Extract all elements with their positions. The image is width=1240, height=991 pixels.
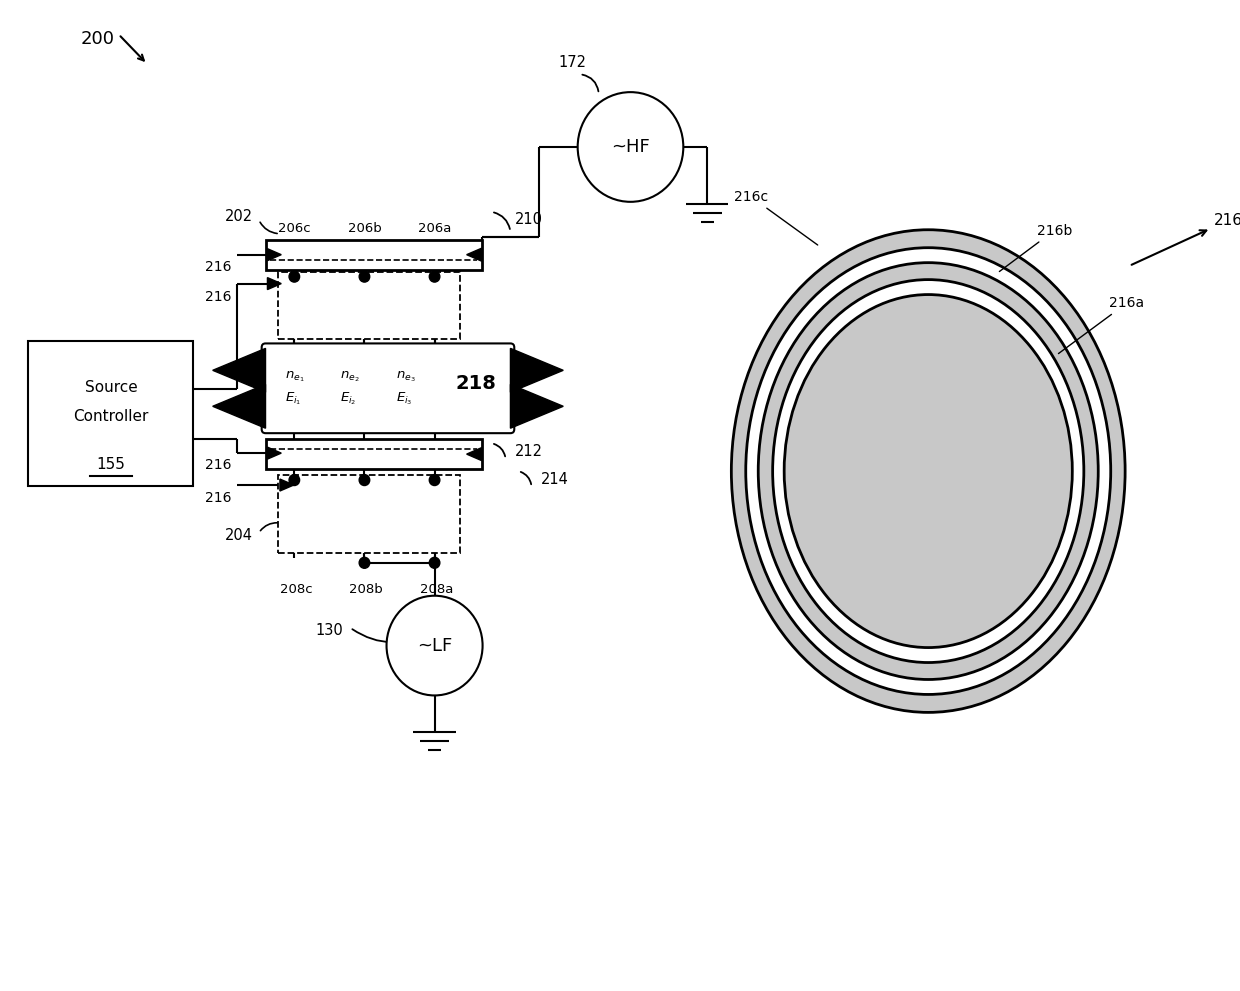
Bar	[29, 342, 193, 486]
Text: 208c: 208c	[280, 583, 312, 596]
Text: 216: 216	[1132, 213, 1240, 265]
Polygon shape	[511, 349, 563, 392]
Text: 216a: 216a	[1059, 296, 1145, 354]
Circle shape	[289, 475, 300, 486]
Text: ~LF: ~LF	[417, 636, 453, 655]
Circle shape	[578, 92, 683, 202]
Polygon shape	[511, 385, 563, 428]
Text: 208a: 208a	[420, 583, 453, 596]
Polygon shape	[268, 249, 281, 261]
Text: Controller: Controller	[73, 409, 149, 424]
Circle shape	[429, 557, 440, 568]
Text: $E_{i_2}$: $E_{i_2}$	[341, 390, 357, 407]
Text: 216: 216	[206, 289, 232, 303]
Text: 206b: 206b	[347, 222, 382, 235]
Circle shape	[387, 596, 482, 696]
Circle shape	[429, 475, 440, 486]
Polygon shape	[466, 448, 481, 461]
Polygon shape	[213, 349, 265, 392]
Bar	[278, 272, 460, 340]
Text: 204: 204	[224, 528, 253, 543]
Text: 216: 216	[206, 491, 232, 505]
Ellipse shape	[773, 279, 1084, 663]
Text: 212: 212	[516, 444, 543, 459]
Text: 214: 214	[541, 472, 569, 487]
Polygon shape	[280, 479, 294, 491]
Bar	[265, 439, 481, 469]
Text: ~HF: ~HF	[611, 138, 650, 156]
Text: 200: 200	[81, 31, 115, 49]
Text: 216c: 216c	[734, 190, 817, 245]
Text: 155: 155	[97, 457, 125, 472]
Text: 208b: 208b	[350, 583, 383, 596]
Bar	[265, 240, 481, 270]
Bar	[278, 475, 460, 553]
Text: 216: 216	[206, 458, 232, 472]
Text: 216b: 216b	[999, 224, 1071, 272]
Polygon shape	[213, 385, 265, 428]
Circle shape	[429, 272, 440, 282]
Text: 206a: 206a	[418, 222, 451, 235]
Polygon shape	[268, 277, 281, 289]
Text: $E_{i_3}$: $E_{i_3}$	[396, 390, 413, 407]
Polygon shape	[268, 447, 281, 459]
Text: $n_{e_3}$: $n_{e_3}$	[396, 370, 415, 384]
Ellipse shape	[758, 263, 1099, 680]
Text: $n_{e_1}$: $n_{e_1}$	[285, 370, 304, 384]
Ellipse shape	[745, 248, 1111, 695]
Text: 202: 202	[224, 209, 253, 224]
Text: Source: Source	[84, 381, 138, 395]
Circle shape	[360, 272, 370, 282]
Text: $n_{e_2}$: $n_{e_2}$	[341, 370, 360, 384]
Circle shape	[289, 272, 300, 282]
Text: 206c: 206c	[278, 222, 311, 235]
Text: 210: 210	[516, 212, 543, 227]
Ellipse shape	[784, 294, 1073, 647]
Text: 218: 218	[455, 374, 496, 392]
Circle shape	[360, 557, 370, 568]
Text: 172: 172	[559, 55, 587, 70]
Text: 130: 130	[315, 623, 343, 638]
FancyBboxPatch shape	[262, 344, 515, 433]
Text: 216: 216	[206, 260, 232, 274]
Text: $E_{i_1}$: $E_{i_1}$	[285, 390, 301, 407]
Ellipse shape	[732, 230, 1125, 713]
Circle shape	[360, 475, 370, 486]
Polygon shape	[466, 248, 481, 262]
